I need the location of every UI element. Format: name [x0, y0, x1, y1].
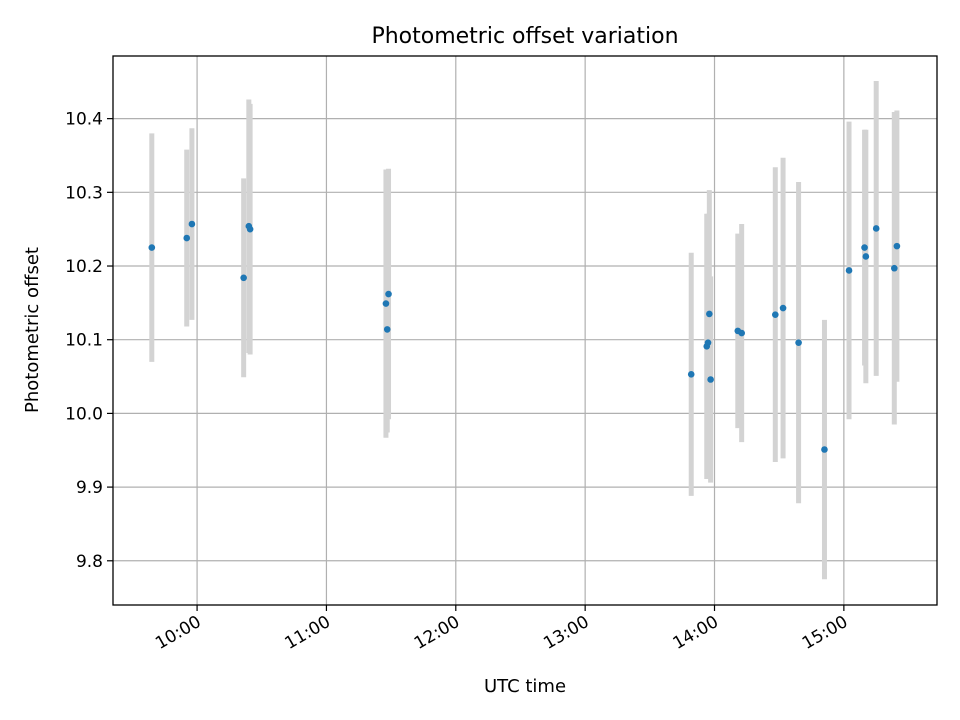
y-tick-label: 9.8 — [76, 552, 103, 572]
y-tick-label: 10.2 — [65, 257, 103, 277]
y-axis-label: Photometric offset — [22, 247, 43, 413]
y-tick-label: 10.1 — [65, 331, 103, 351]
data-point — [779, 304, 787, 312]
data-point — [704, 339, 712, 346]
data-point — [183, 234, 191, 242]
data-point — [872, 225, 880, 232]
data-point — [893, 242, 901, 250]
chart-title: Photometric offset variation — [371, 24, 678, 49]
y-tick-label: 10.4 — [65, 110, 103, 130]
data-point — [891, 264, 898, 272]
data-point — [707, 376, 714, 383]
x-axis-label: UTC time — [484, 676, 566, 697]
data-point — [862, 253, 870, 260]
data-point — [795, 339, 802, 346]
y-tick-label: 10.3 — [65, 183, 103, 203]
data-point — [148, 244, 156, 251]
data-point — [706, 310, 713, 318]
data-point — [772, 311, 779, 318]
data-point — [861, 244, 868, 251]
data-point — [383, 326, 391, 333]
y-tick-label: 9.9 — [76, 478, 103, 498]
data-point — [246, 225, 254, 233]
y-axis-ticks: 9.8 9.9 10.0 10.1 10.2 10.3 10.4 — [65, 110, 113, 572]
y-tick-label: 10.0 — [65, 404, 103, 424]
data-point — [188, 220, 196, 228]
data-points — [148, 220, 901, 453]
data-point — [845, 267, 853, 274]
data-point — [738, 329, 745, 337]
data-point — [821, 446, 828, 453]
data-point — [687, 371, 695, 378]
axes-frame — [112, 55, 938, 606]
data-point — [385, 290, 392, 298]
data-point — [240, 274, 247, 282]
data-point — [382, 300, 390, 307]
